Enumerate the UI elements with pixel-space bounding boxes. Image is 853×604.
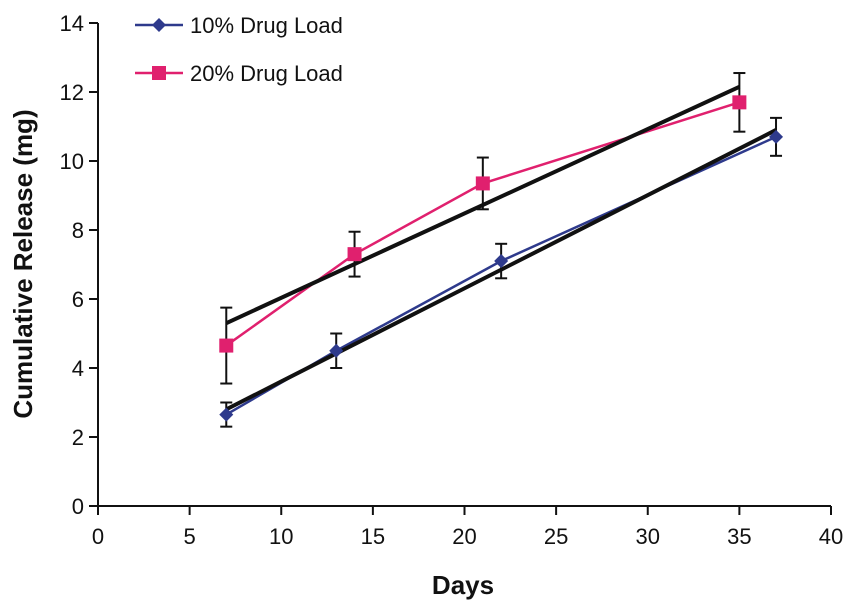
y-tick-label: 0 — [72, 494, 84, 519]
y-tick-label: 2 — [72, 425, 84, 450]
data-point — [475, 176, 490, 191]
legend-marker — [152, 18, 166, 32]
legend-entry: 20% Drug Load — [190, 61, 343, 86]
data-point — [732, 95, 747, 110]
trendline — [225, 128, 777, 412]
x-tick-label: 0 — [92, 524, 104, 549]
trendline — [225, 85, 741, 325]
data-point — [329, 343, 344, 358]
x-tick-label: 35 — [727, 524, 751, 549]
data-point — [347, 247, 362, 262]
x-tick-label: 40 — [819, 524, 843, 549]
y-tick-label: 6 — [72, 287, 84, 312]
legend-entry: 10% Drug Load — [190, 13, 343, 38]
data-point — [219, 407, 234, 422]
x-axis-label: Days — [432, 570, 494, 600]
data-point — [769, 129, 784, 144]
markers — [219, 95, 784, 422]
legend-marker — [152, 66, 166, 80]
data-point — [494, 254, 509, 269]
x-tick-label: 15 — [361, 524, 385, 549]
y-axis-label: Cumulative Release (mg) — [8, 109, 38, 418]
y-tick-label: 14 — [60, 11, 84, 36]
x-tick-label: 10 — [269, 524, 293, 549]
y-tick-label: 4 — [72, 356, 84, 381]
series-line — [225, 101, 740, 347]
trendlines — [225, 85, 777, 412]
y-tick-label: 12 — [60, 80, 84, 105]
series-group — [220, 72, 783, 428]
x-tick-label: 25 — [544, 524, 568, 549]
axes: 0 2 4 6 8 10 12 14 0 5 10 15 20 25 30 35 40 — [60, 11, 844, 549]
x-tick-label: 5 — [184, 524, 196, 549]
series-1 — [220, 116, 783, 428]
data-point — [219, 338, 234, 353]
x-tick-label: 20 — [452, 524, 476, 549]
legend: 10% Drug Load 20% Drug Load — [135, 13, 343, 86]
y-tick-label: 10 — [60, 149, 84, 174]
y-tick-label: 8 — [72, 218, 84, 243]
x-tick-label: 30 — [636, 524, 660, 549]
